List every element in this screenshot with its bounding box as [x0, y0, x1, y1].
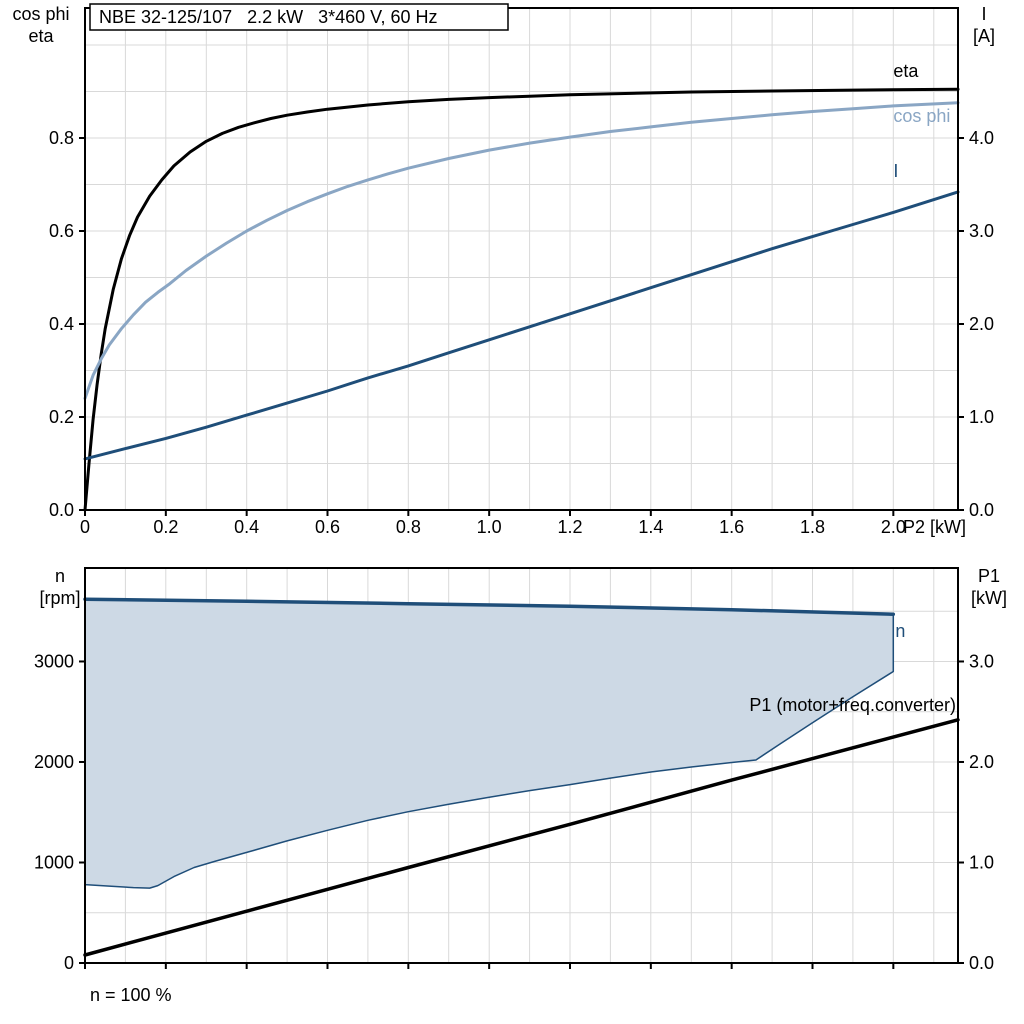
axis-title: cos phi: [12, 4, 69, 24]
plot-border: [84, 567, 959, 964]
bottom-chart-speed-power: 0 1000 2000 3000 0.0 1.0 2.0 3.0 n P1 (motor+freq…: [34, 566, 1007, 1005]
right-axis-tick-label: 2.0: [969, 752, 994, 772]
eta-curve: [83, 87, 960, 512]
p1-motor-freq-converter-curve: [83, 718, 960, 957]
right-axis-tick-label: 3.0: [969, 651, 994, 671]
grid: [85, 8, 958, 510]
x-tick-label: 0: [80, 517, 90, 537]
right-axis-tick-label: 1.0: [969, 407, 994, 427]
left-axis-tick-label: 0.0: [49, 500, 74, 520]
x-tick-label: 0.8: [396, 517, 421, 537]
right-axis-tick-label: 3.0: [969, 221, 994, 241]
axis-title: eta: [28, 26, 54, 46]
left-axis-tick-label: 0: [64, 953, 74, 973]
x-tick-label: 0.4: [234, 517, 259, 537]
current-curve-label: I: [893, 161, 898, 181]
left-axis-tick-label: 3000: [34, 651, 74, 671]
x-tick-label: 0.2: [153, 517, 178, 537]
current-I-curve: [83, 190, 960, 461]
left-axis-tick-label: 0.4: [49, 314, 74, 334]
left-axis-tick-label: 2000: [34, 752, 74, 772]
x-tick-label: 1.4: [638, 517, 663, 537]
right-axis-tick-label: 4.0: [969, 128, 994, 148]
cos-phi-curve-label: cos phi: [893, 106, 950, 126]
x-axis-label: P2 [kW]: [903, 517, 966, 537]
right-axis-tick-label: 1.0: [969, 852, 994, 872]
speed-curve-label: n: [895, 621, 905, 641]
axis-title: n: [55, 566, 65, 586]
x-tick-label: 2.0: [881, 517, 906, 537]
right-axis-tick-label: 0.0: [969, 500, 994, 520]
x-tick-label: 0.6: [315, 517, 340, 537]
chart-title-box: [89, 3, 509, 31]
cos-phi-curve: [83, 101, 960, 400]
axis-title: [A]: [973, 26, 995, 46]
top-chart-eta-cosphi-current: 0 0.2 0.4 0.6 0.8 1.0 1.2 1.4 1.6 1.8 2.0P2 [kW]0.…: [12, 3, 995, 537]
axis-title: I: [981, 4, 986, 24]
left-axis-tick-label: 0.6: [49, 221, 74, 241]
x-tick-label: 1.6: [719, 517, 744, 537]
left-axis-tick-label: 0.2: [49, 407, 74, 427]
axis-title: [kW]: [971, 588, 1007, 608]
x-tick-label: 1.2: [557, 517, 582, 537]
speed-n-curve: [83, 597, 896, 616]
speed-range-band: [84, 598, 895, 889]
x-tick-label: 1.8: [800, 517, 825, 537]
p1-curve-label: P1 (motor+freq.converter): [749, 695, 956, 715]
axis-title: [rpm]: [39, 588, 80, 608]
eta-curve-label: eta: [893, 61, 919, 81]
footnote: n = 100 %: [90, 985, 172, 1005]
right-axis-tick-label: 0.0: [969, 953, 994, 973]
plot-border: [84, 7, 959, 511]
left-axis-tick-label: 0.8: [49, 128, 74, 148]
right-axis-tick-label: 2.0: [969, 314, 994, 334]
axis-title: P1: [978, 566, 1000, 586]
chart-title: NBE 32-125/107 2.2 kW 3*460 V, 60 Hz: [99, 7, 438, 27]
x-tick-label: 1.0: [477, 517, 502, 537]
left-axis-tick-label: 1000: [34, 852, 74, 872]
